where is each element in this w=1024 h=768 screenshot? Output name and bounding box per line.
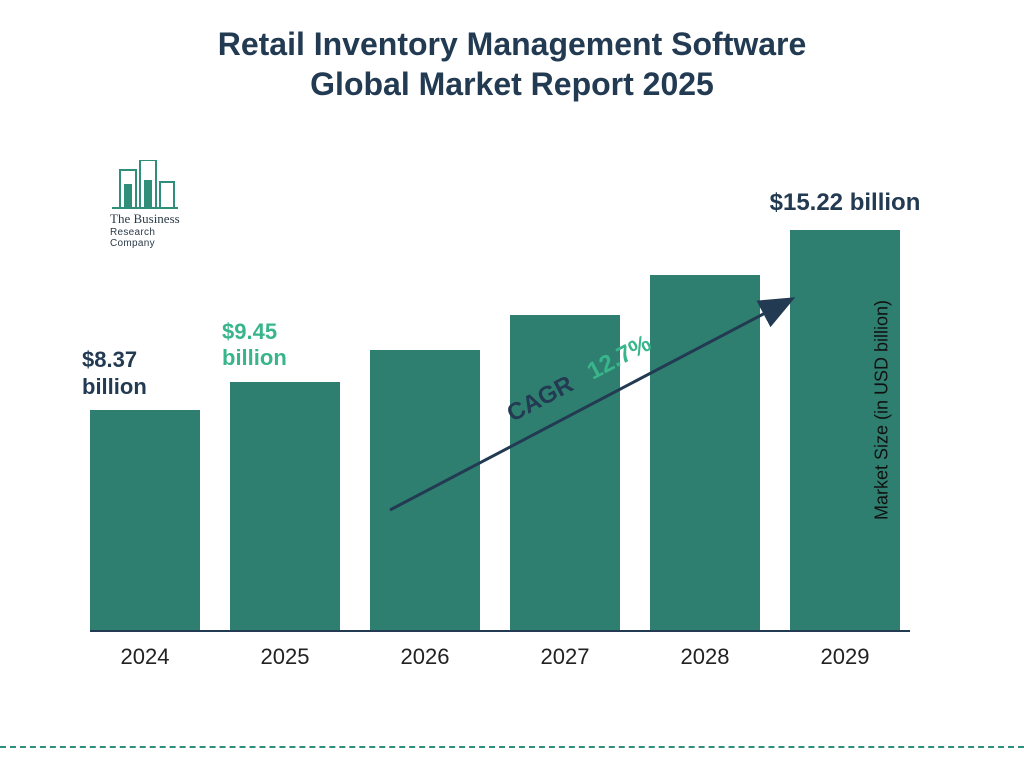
bar bbox=[230, 382, 340, 630]
title-line2: Global Market Report 2025 bbox=[0, 64, 1024, 104]
x-axis-tick-label: 2024 bbox=[90, 644, 200, 670]
x-axis-tick-label: 2026 bbox=[370, 644, 480, 670]
x-axis-tick-label: 2028 bbox=[650, 644, 760, 670]
bar bbox=[90, 410, 200, 630]
chart-title: Retail Inventory Management Software Glo… bbox=[0, 24, 1024, 104]
y-axis-label: Market Size (in USD billion) bbox=[871, 300, 892, 520]
x-axis-tick-label: 2027 bbox=[510, 644, 620, 670]
x-axis-tick-label: 2025 bbox=[230, 644, 340, 670]
bar-value-label: $9.45billion bbox=[222, 319, 348, 372]
title-line1: Retail Inventory Management Software bbox=[0, 24, 1024, 64]
bar bbox=[650, 275, 760, 630]
bottom-dashed-rule bbox=[0, 746, 1024, 748]
x-axis-tick-label: 2029 bbox=[790, 644, 900, 670]
x-axis-line bbox=[90, 630, 910, 632]
page: Retail Inventory Management Software Glo… bbox=[0, 0, 1024, 768]
cagr-arrow-icon bbox=[90, 150, 91, 151]
bar-chart: Market Size (in USD billion) CAGR 12.7% … bbox=[90, 150, 940, 670]
bar-value-label: $8.37billion bbox=[82, 347, 208, 400]
bar-value-label: $15.22 billion bbox=[750, 189, 940, 218]
